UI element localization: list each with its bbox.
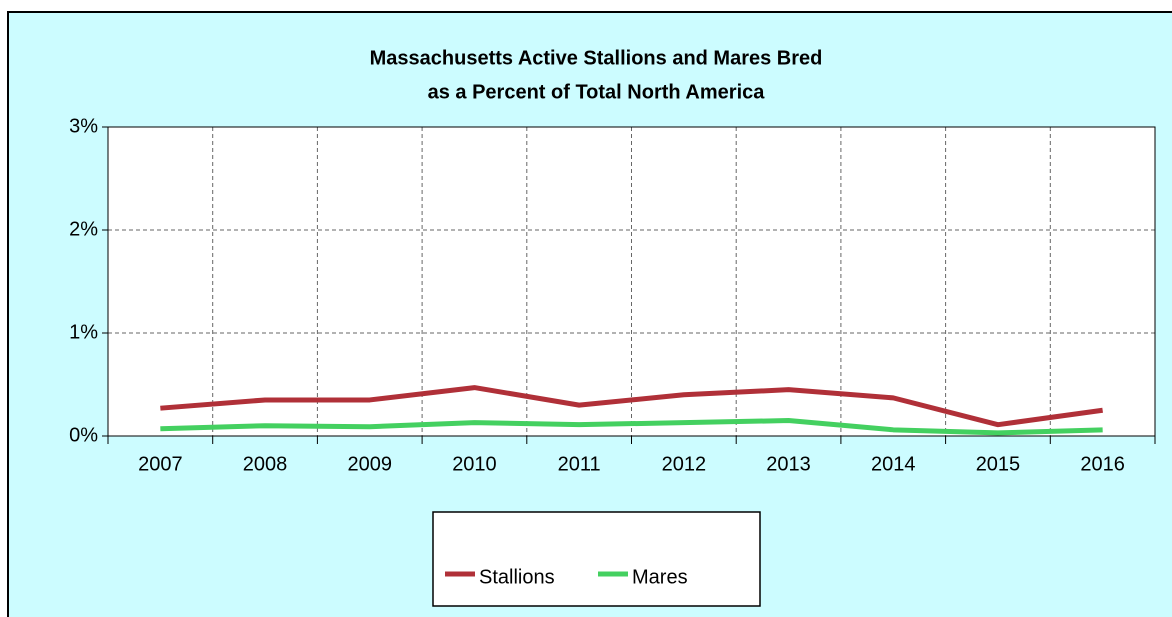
y-tick-label: 2% (69, 218, 98, 240)
plot-border (107, 126, 1156, 437)
x-tick-label: 2007 (138, 453, 183, 475)
x-tick-label: 2013 (766, 453, 811, 475)
x-tick-label: 2012 (662, 453, 707, 475)
y-tick-label: 1% (69, 321, 98, 343)
chart-title: Massachusetts Active Stallions and Mares… (370, 47, 823, 69)
series-line (160, 385, 1103, 428)
x-tick-label: 2010 (452, 453, 497, 475)
x-tick-label: 2011 (558, 453, 601, 475)
x-tick-label: 2008 (243, 453, 288, 475)
chart-title: as a Percent of Total North America (428, 81, 766, 103)
legend-label: Mares (632, 566, 688, 588)
legend (432, 511, 761, 607)
y-tick-label: 0% (69, 424, 98, 446)
series-line (160, 418, 1103, 436)
x-tick-label: 2014 (871, 453, 916, 475)
x-tick-label: 2015 (976, 453, 1021, 475)
legend-label: Stallions (479, 566, 555, 588)
y-tick-label: 3% (69, 115, 98, 137)
x-tick-label: 2009 (348, 453, 393, 475)
x-tick-label: 2016 (1080, 453, 1125, 475)
